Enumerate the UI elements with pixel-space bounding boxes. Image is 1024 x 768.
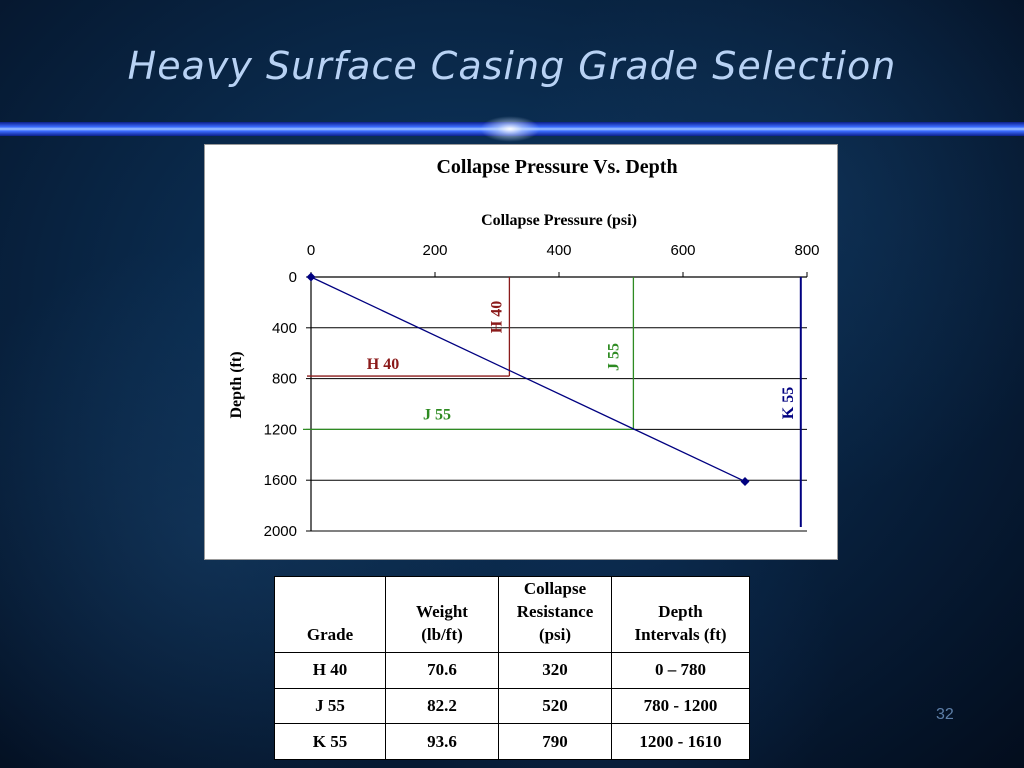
cell-grade: H 40 (274, 652, 386, 689)
page-number: 32 (936, 706, 954, 723)
chart-title: Collapse Pressure Vs. Depth (436, 156, 677, 178)
data-point-marker (740, 476, 750, 486)
header-line: (psi) (538, 625, 572, 644)
table-row: K 55 93.6 790 1200 - 1610 (274, 723, 750, 760)
header-line: Grade (306, 625, 354, 644)
cell-collapse: 790 (498, 723, 612, 760)
x-axis-label: Collapse Pressure (psi) (481, 212, 637, 229)
cell-collapse: 320 (498, 652, 612, 689)
header-line: Intervals (ft) (634, 625, 727, 644)
y-tick-label: 2000 (264, 523, 297, 540)
header-line: (lb/ft) (421, 625, 463, 644)
y-tick-label: 0 (289, 269, 297, 286)
cell-depth-interval: 780 - 1200 (611, 687, 750, 725)
collapse-pressure-chart: Collapse Pressure Vs. Depth Collapse Pre… (228, 156, 820, 540)
header-line: Weight (416, 602, 468, 621)
y-tick-label: 400 (272, 320, 297, 337)
table-header-row: Grade Weight (lb/ft) Collapse Resistance… (274, 576, 750, 653)
x-tick-label: 800 (794, 242, 819, 259)
table-row: J 55 82.2 520 780 - 1200 (274, 687, 750, 725)
x-tick-label: 0 (307, 242, 315, 259)
chart-panel: Collapse Pressure Vs. Depth Collapse Pre… (204, 144, 838, 560)
h40-horizontal-label: H 40 (367, 356, 399, 373)
y-axis-label: Depth (ft) (228, 351, 245, 418)
data-point-marker (306, 272, 316, 282)
slide-title: Heavy Surface Casing Grade Selection (127, 44, 897, 88)
k55-vertical-label: K 55 (780, 387, 797, 419)
x-tick-label: 600 (670, 242, 695, 259)
y-tick-label: 800 (272, 371, 297, 388)
series-line-segment (310, 276, 746, 483)
header-line: Depth (658, 602, 703, 621)
cell-grade: K 55 (274, 723, 386, 760)
casing-grade-table: Grade Weight (lb/ft) Collapse Resistance… (274, 576, 750, 760)
header-line: Resistance (516, 602, 594, 621)
header-weight: Weight (lb/ft) (385, 576, 499, 653)
plot-area: 0 200 400 600 800 0 400 800 1200 1600 2000 H 40 H 40… (264, 242, 820, 540)
cell-depth-interval: 1200 - 1610 (611, 723, 750, 760)
header-grade: Grade (274, 576, 386, 653)
header-collapse-resistance: Collapse Resistance (psi) (498, 576, 612, 653)
h40-vertical-label: H 40 (488, 301, 505, 333)
header-depth-intervals: Depth Intervals (ft) (611, 576, 750, 653)
header-line: Collapse (523, 579, 587, 598)
cell-collapse: 520 (498, 687, 612, 725)
j55-horizontal-label: J 55 (423, 406, 451, 423)
table-row: H 40 70.6 320 0 – 780 (274, 652, 750, 689)
y-tick-label: 1200 (264, 421, 297, 438)
cell-weight: 70.6 (385, 652, 499, 689)
x-tick-label: 400 (546, 242, 571, 259)
j55-vertical-label: J 55 (605, 343, 622, 371)
title-divider-glow (480, 116, 540, 142)
cell-weight: 82.2 (385, 687, 499, 725)
cell-weight: 93.6 (385, 723, 499, 760)
x-tick-label: 200 (422, 242, 447, 259)
y-tick-label: 1600 (264, 472, 297, 489)
cell-grade: J 55 (274, 687, 386, 725)
cell-depth-interval: 0 – 780 (611, 652, 750, 689)
